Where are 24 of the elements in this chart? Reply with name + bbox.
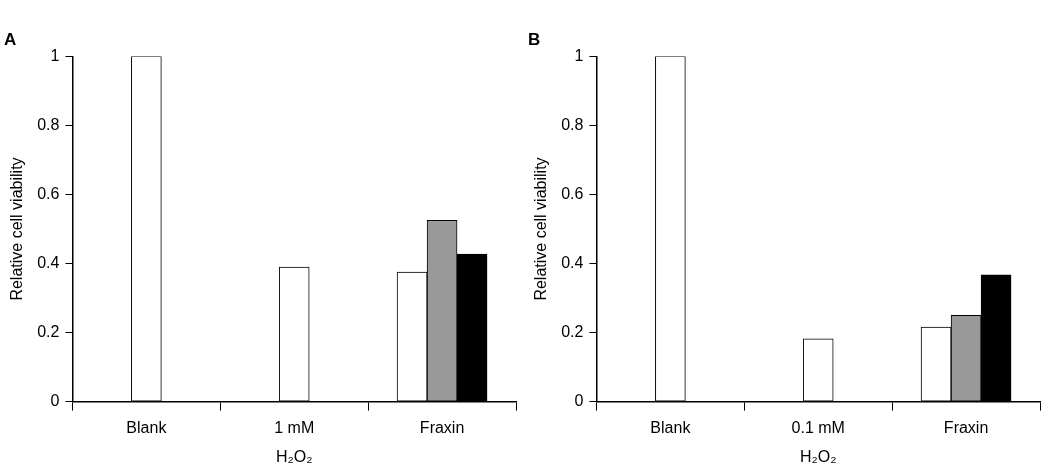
chart-title: B — [528, 29, 541, 49]
y-tick-label: 0.4 — [561, 253, 584, 271]
x-tick-label: 0.1 mM — [791, 418, 845, 436]
x-tick-label: Blank — [126, 418, 168, 436]
y-tick-label: 0.4 — [37, 253, 60, 271]
chart-title: A — [4, 29, 17, 49]
y-tick-label: 1 — [50, 46, 60, 64]
y-axis-title: Relative cell viability — [532, 157, 550, 301]
y-tick-label: 0.8 — [561, 115, 584, 133]
y-tick-label: 1 — [574, 46, 584, 64]
y-axis-title: Relative cell viability — [8, 157, 26, 301]
y-tick-label: 0.6 — [37, 184, 60, 202]
y-tick-label: 0.2 — [37, 322, 60, 340]
x-axis-title: H₂O₂ — [276, 447, 313, 465]
y-tick-label: 0.6 — [561, 184, 584, 202]
x-tick-label: Fraxin — [943, 418, 989, 436]
y-tick-label: 0 — [574, 392, 584, 410]
y-tick-label: 0 — [50, 392, 60, 410]
x-tick-label: 1 mM — [274, 418, 315, 436]
x-tick-label: Fraxin — [419, 418, 465, 436]
y-tick-label: 0.8 — [37, 115, 60, 133]
y-tick-label: 0.2 — [561, 322, 584, 340]
x-axis-title: H₂O₂ — [800, 447, 837, 465]
x-tick-label: Blank — [650, 418, 692, 436]
